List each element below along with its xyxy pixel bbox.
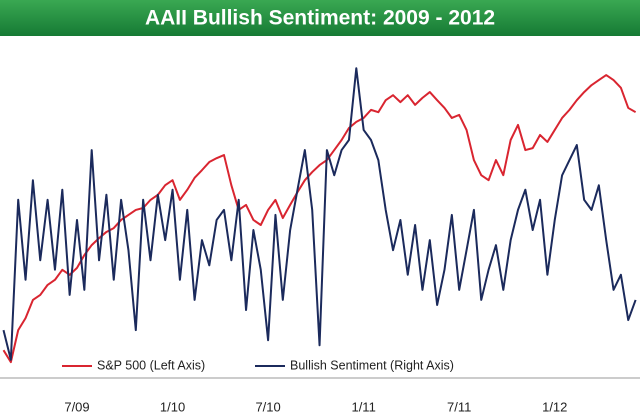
title-bar <box>0 0 640 36</box>
x-tick-label: 7/11 <box>447 399 471 414</box>
chart-title: AAII Bullish Sentiment: 2009 - 2012 <box>145 7 495 30</box>
x-tick-label: 1/12 <box>542 399 567 414</box>
plot-area <box>2 67 637 364</box>
legend-label: S&P 500 (Left Axis) <box>97 358 205 372</box>
legend: S&P 500 (Left Axis) Bullish Sentiment (Ri… <box>62 358 454 372</box>
series-line <box>2 67 637 361</box>
legend-label: Bullish Sentiment (Right Axis) <box>290 358 454 372</box>
x-tick-label: 1/11 <box>351 399 375 414</box>
x-tick-label: 7/10 <box>255 399 280 414</box>
x-tick-label: 1/10 <box>160 399 185 414</box>
x-tick-label: 7/09 <box>64 399 89 414</box>
